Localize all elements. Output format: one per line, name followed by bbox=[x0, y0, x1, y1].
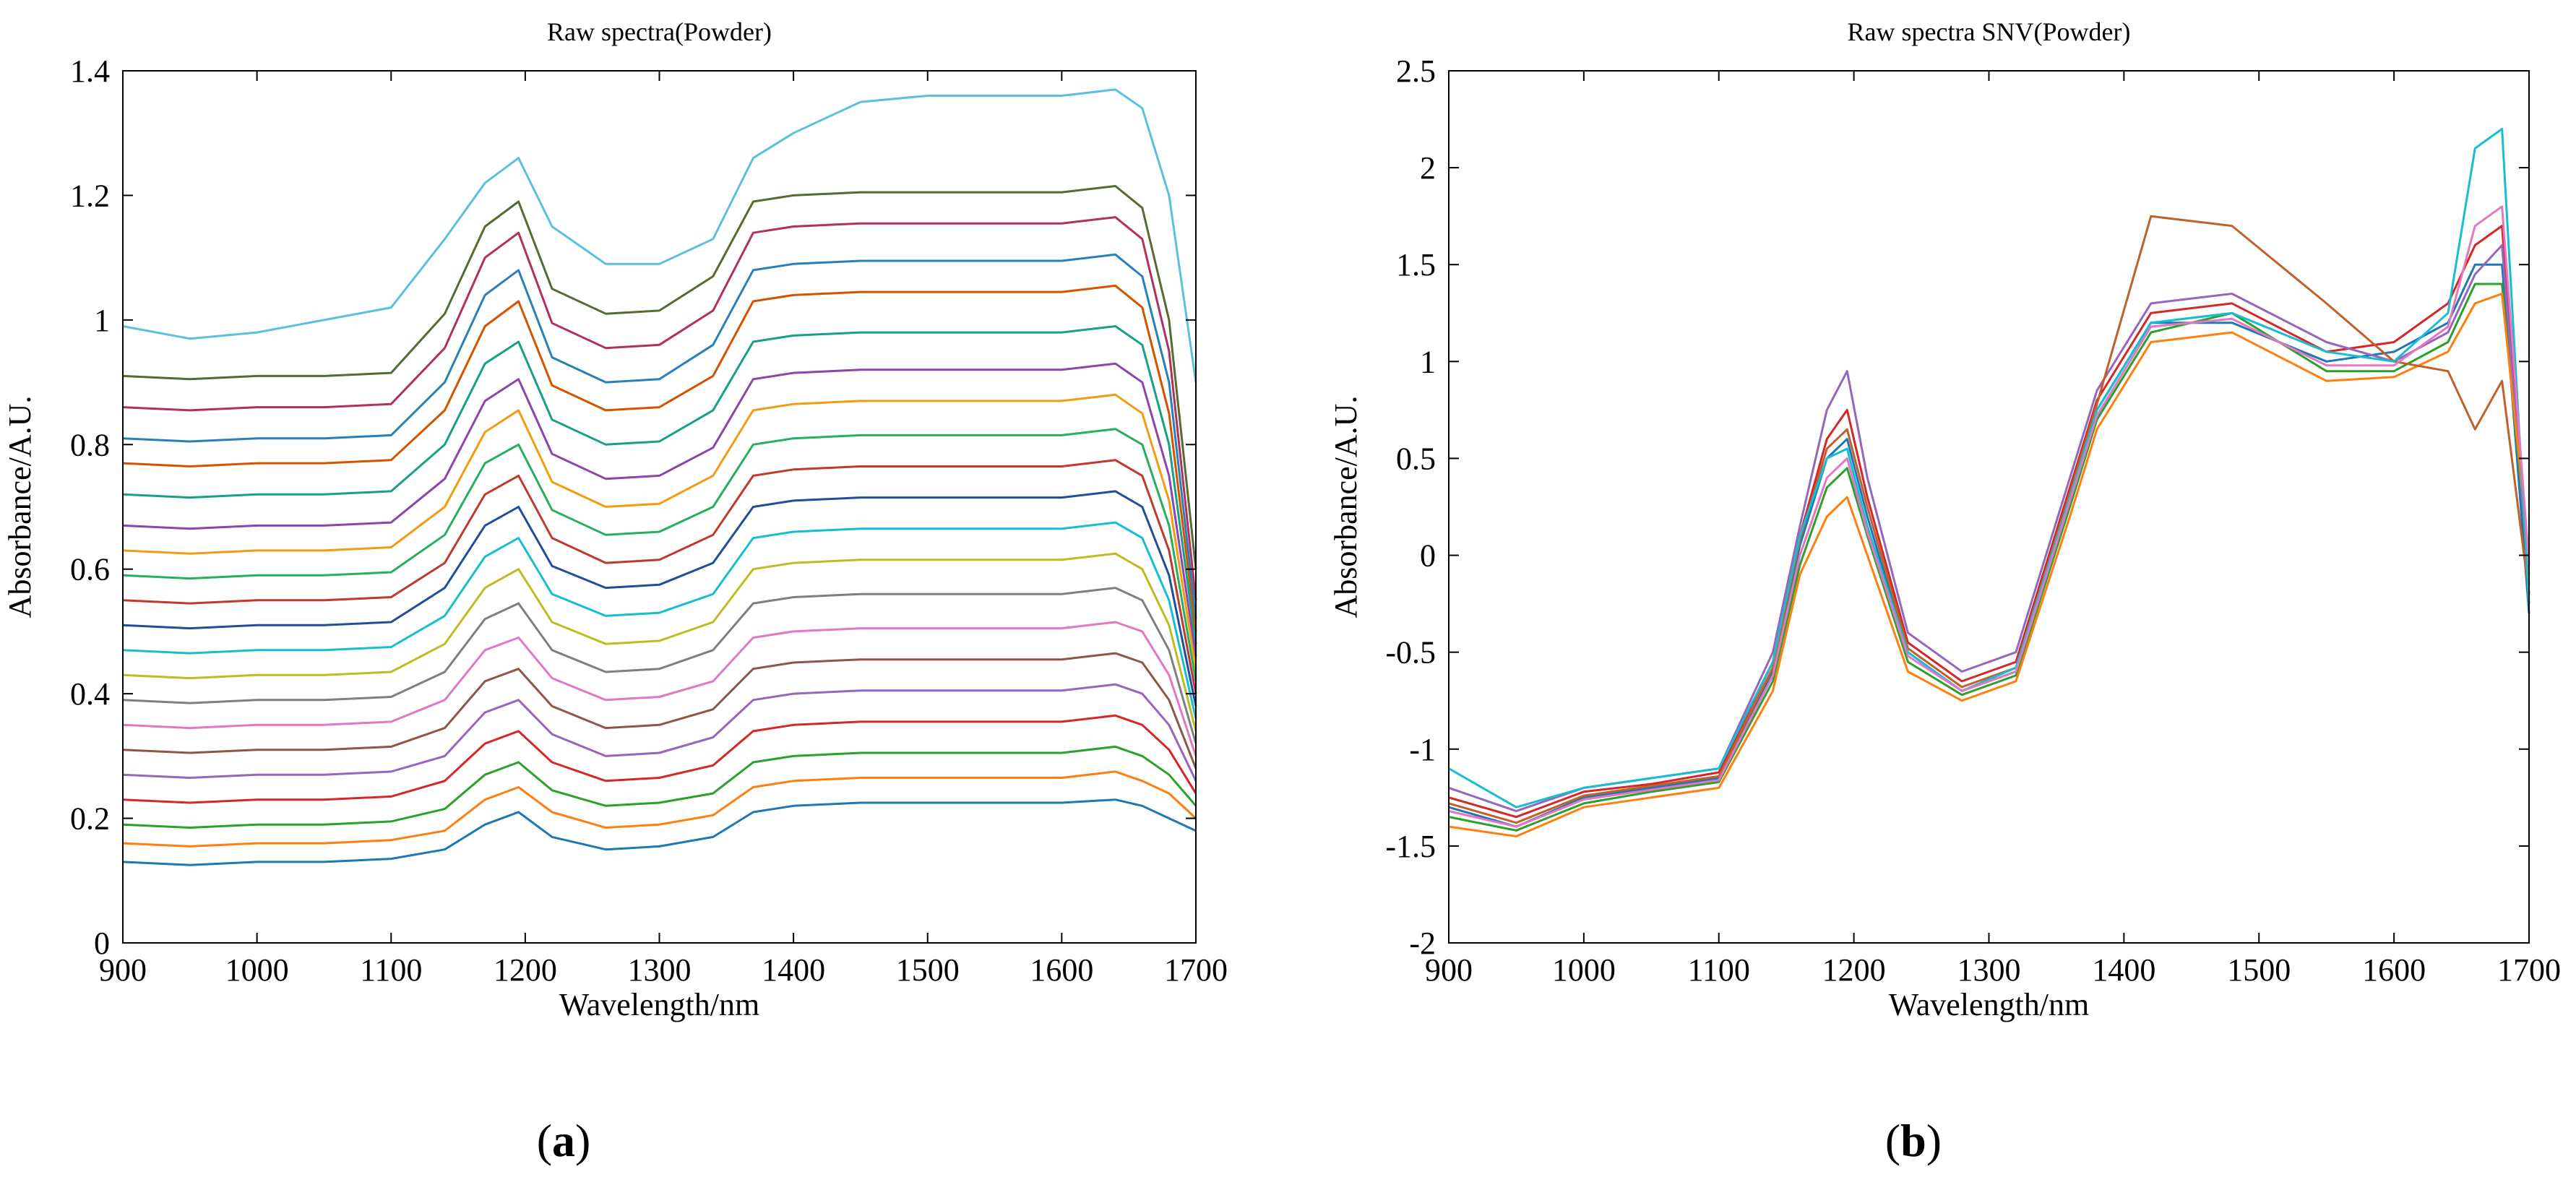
chart-a-series-s04 bbox=[122, 714, 1197, 804]
chart-b-y-tick-label: -1 bbox=[1409, 732, 1436, 767]
chart-a-series-s16 bbox=[122, 325, 1197, 644]
chart-b-series-s01 bbox=[1448, 263, 2530, 828]
chart-a-y-tick-label: 1.4 bbox=[70, 53, 110, 89]
panel-label-b: (b) bbox=[1885, 1115, 1942, 1166]
chart-b-title: Raw spectra SNV(Powder) bbox=[1848, 17, 2131, 46]
chart-b-y-tick-label: 0.5 bbox=[1396, 441, 1436, 476]
chart-a-series-s17 bbox=[122, 284, 1197, 632]
chart-a-series-s06 bbox=[122, 652, 1197, 769]
chart-b-frame bbox=[1448, 70, 2530, 944]
chart-a-frame bbox=[122, 70, 1197, 944]
chart-a-series-s08 bbox=[122, 587, 1197, 744]
chart-a-series-s07 bbox=[122, 621, 1197, 756]
chart-b-x-tick-label: 1500 bbox=[2227, 952, 2291, 988]
chart-b-x-tick-label: 1600 bbox=[2362, 952, 2426, 988]
chart-a-series-s15 bbox=[122, 362, 1197, 657]
chart-b-series-s03 bbox=[1448, 283, 2530, 832]
chart-a-y-ticks: 0 0.2 0.4 0.6 0.8 1 1.2 1.4 bbox=[70, 53, 1196, 961]
chart-a-y-tick-label: 0.2 bbox=[70, 801, 110, 837]
chart-a-series-s18 bbox=[122, 253, 1197, 619]
chart-a-ylabel: Absorbance/A.U. bbox=[2, 396, 38, 618]
chart-b-y-tick-label: -0.5 bbox=[1385, 635, 1436, 671]
chart-b-y-tick-label: 1.5 bbox=[1396, 247, 1436, 283]
panel-a-open: ( bbox=[537, 1115, 552, 1166]
chart-a-plot bbox=[122, 88, 1197, 866]
chart-a-series-s12 bbox=[122, 459, 1197, 694]
chart-b: Raw spectra SNV(Powder) 900 1000 1100 1200 1… bbox=[1328, 17, 2561, 1022]
chart-a-x-ticks: 900 1000 1100 1200 1300 1400 1500 1600 1700 bbox=[99, 71, 1228, 988]
chart-b-x-tick-label: 1000 bbox=[1552, 952, 1616, 988]
chart-b-xlabel: Wavelength/nm bbox=[1889, 987, 2090, 1022]
chart-a-series-s03 bbox=[122, 745, 1197, 829]
chart-a-series-s01 bbox=[122, 798, 1197, 866]
chart-a-y-tick-label: 0.6 bbox=[70, 552, 110, 587]
chart-b-x-tick-label: 1300 bbox=[1957, 952, 2021, 988]
chart-a-series-s13 bbox=[122, 428, 1197, 682]
chart-b-x-tick-label: 1700 bbox=[2497, 952, 2561, 988]
chart-a-x-tick-label: 1400 bbox=[762, 952, 825, 988]
chart-a-series-s21 bbox=[122, 88, 1197, 383]
chart-a: Raw spectra(Powder) 900 1000 1100 1200 1300 1… bbox=[2, 17, 1228, 1022]
chart-b-y-tick-label: 0 bbox=[1420, 538, 1436, 574]
chart-b-x-tick-label: 1100 bbox=[1688, 952, 1750, 988]
panel-a-letter: a bbox=[552, 1115, 575, 1166]
chart-a-series-s14 bbox=[122, 393, 1197, 669]
chart-a-y-tick-label: 1.2 bbox=[70, 178, 110, 213]
chart-b-y-tick-label: 1 bbox=[1420, 344, 1436, 379]
chart-b-series-s08 bbox=[1448, 205, 2530, 828]
chart-a-series-s10 bbox=[122, 521, 1197, 719]
chart-b-series-s04 bbox=[1448, 243, 2530, 813]
chart-a-x-tick-label: 1000 bbox=[225, 952, 289, 988]
panel-b-close: ) bbox=[1926, 1115, 1942, 1166]
chart-b-x-ticks: 900 1000 1100 1200 1300 1400 1500 1600 1700 bbox=[1425, 71, 2561, 988]
chart-a-y-tick-label: 0.4 bbox=[70, 676, 110, 712]
panel-b-open: ( bbox=[1885, 1115, 1900, 1166]
chart-a-title: Raw spectra(Powder) bbox=[547, 17, 772, 46]
chart-b-series-s06 bbox=[1448, 215, 2530, 824]
chart-a-series-s02 bbox=[122, 770, 1197, 848]
chart-a-series-s20 bbox=[122, 185, 1197, 569]
chart-a-y-tick-label: 1 bbox=[94, 303, 110, 338]
chart-b-x-tick-label: 1400 bbox=[2092, 952, 2155, 988]
chart-a-series-s11 bbox=[122, 490, 1197, 707]
panel-a-close: ) bbox=[575, 1115, 590, 1166]
chart-a-x-tick-label: 1500 bbox=[896, 952, 960, 988]
panel-b-letter: b bbox=[1900, 1115, 1926, 1166]
chart-b-y-tick-label: 2.5 bbox=[1396, 53, 1436, 89]
chart-b-y-ticks: -2 -1.5 -1 -0.5 0 0.5 1 1.5 2 2.5 bbox=[1385, 53, 2529, 961]
chart-a-y-tick-label: 0.8 bbox=[70, 427, 110, 462]
chart-b-plot bbox=[1448, 128, 2530, 837]
chart-a-series-s09 bbox=[122, 552, 1197, 732]
chart-a-xlabel: Wavelength/nm bbox=[559, 987, 760, 1022]
chart-a-series-s19 bbox=[122, 216, 1197, 600]
chart-a-x-tick-label: 1200 bbox=[494, 952, 557, 988]
panel-label-a: (a) bbox=[537, 1115, 591, 1166]
chart-b-y-tick-label: -1.5 bbox=[1385, 829, 1436, 864]
chart-b-ylabel: Absorbance/A.U. bbox=[1328, 396, 1364, 618]
chart-b-series-s05 bbox=[1448, 293, 2530, 837]
chart-b-y-tick-label: 2 bbox=[1420, 150, 1436, 186]
chart-b-series-s02 bbox=[1448, 225, 2530, 819]
chart-b-series-s07 bbox=[1448, 128, 2530, 809]
chart-b-y-tick-label: -2 bbox=[1409, 926, 1436, 961]
chart-a-x-tick-label: 900 bbox=[99, 952, 147, 988]
chart-b-x-tick-label: 900 bbox=[1425, 952, 1473, 988]
chart-a-x-tick-label: 1700 bbox=[1164, 952, 1228, 988]
chart-a-series-s05 bbox=[122, 683, 1197, 782]
chart-a-x-tick-label: 1600 bbox=[1030, 952, 1093, 988]
chart-a-y-tick-label: 0 bbox=[94, 926, 110, 961]
chart-a-x-tick-label: 1300 bbox=[628, 952, 692, 988]
chart-b-x-tick-label: 1200 bbox=[1822, 952, 1886, 988]
chart-a-x-tick-label: 1100 bbox=[360, 952, 422, 988]
